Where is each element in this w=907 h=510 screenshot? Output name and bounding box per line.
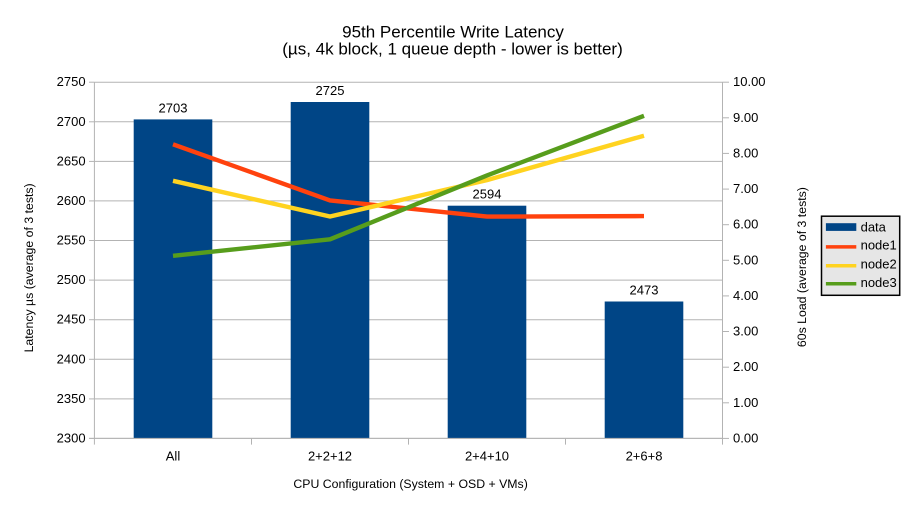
svg-text:Latency µs (average of 3 tests: Latency µs (average of 3 tests) xyxy=(22,183,36,352)
svg-text:5.00: 5.00 xyxy=(733,252,758,267)
svg-text:7.00: 7.00 xyxy=(733,181,758,196)
svg-text:2500: 2500 xyxy=(57,272,86,287)
svg-text:2725: 2725 xyxy=(316,83,345,98)
svg-text:node2: node2 xyxy=(861,256,897,271)
svg-text:2450: 2450 xyxy=(57,312,86,327)
svg-text:1.00: 1.00 xyxy=(733,395,758,410)
svg-text:2+2+12: 2+2+12 xyxy=(308,448,352,463)
svg-text:(µs, 4k block, 1 queue depth -: (µs, 4k block, 1 queue depth - lower is … xyxy=(282,39,623,58)
svg-text:9.00: 9.00 xyxy=(733,110,758,125)
svg-text:8.00: 8.00 xyxy=(733,145,758,160)
svg-text:2650: 2650 xyxy=(57,153,86,168)
svg-text:2700: 2700 xyxy=(57,114,86,129)
svg-text:0.00: 0.00 xyxy=(733,430,758,445)
svg-text:2473: 2473 xyxy=(630,283,659,298)
svg-text:2+4+10: 2+4+10 xyxy=(465,448,509,463)
svg-text:All: All xyxy=(166,448,181,463)
svg-text:3.00: 3.00 xyxy=(733,324,758,339)
svg-text:2.00: 2.00 xyxy=(733,359,758,374)
svg-text:2550: 2550 xyxy=(57,233,86,248)
svg-text:2+6+8: 2+6+8 xyxy=(626,448,663,463)
svg-text:node3: node3 xyxy=(861,275,897,290)
svg-text:2750: 2750 xyxy=(57,74,86,89)
svg-text:2350: 2350 xyxy=(57,391,86,406)
svg-text:2300: 2300 xyxy=(57,430,86,445)
svg-text:CPU Configuration (System + OS: CPU Configuration (System + OSD + VMs) xyxy=(293,477,527,491)
svg-text:95th Percentile Write Latency: 95th Percentile Write Latency xyxy=(342,22,564,41)
svg-text:node1: node1 xyxy=(861,237,897,252)
svg-text:6.00: 6.00 xyxy=(733,217,758,232)
svg-text:10.00: 10.00 xyxy=(733,74,766,89)
svg-text:2600: 2600 xyxy=(57,193,86,208)
svg-text:2594: 2594 xyxy=(473,187,502,202)
svg-text:2703: 2703 xyxy=(159,100,188,115)
svg-text:2400: 2400 xyxy=(57,351,86,366)
svg-text:data: data xyxy=(861,219,887,234)
svg-text:60s Load (average of 3 tests): 60s Load (average of 3 tests) xyxy=(795,187,809,347)
svg-text:4.00: 4.00 xyxy=(733,288,758,303)
